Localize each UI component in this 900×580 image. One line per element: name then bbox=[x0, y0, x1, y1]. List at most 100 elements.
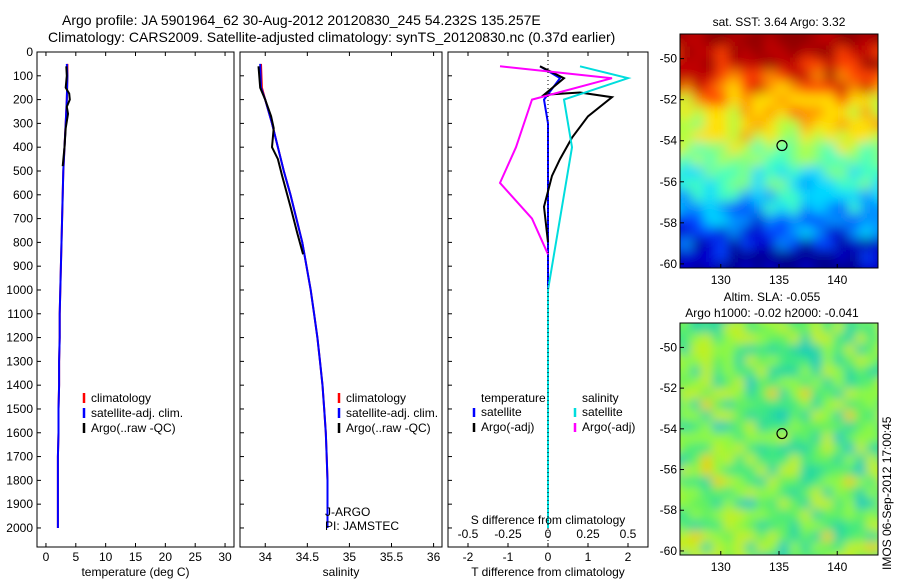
sla-cell bbox=[701, 498, 713, 510]
sst-cell bbox=[692, 106, 705, 119]
sst-cell bbox=[680, 118, 693, 131]
sst-cell bbox=[716, 118, 729, 131]
sst-cell bbox=[812, 46, 825, 59]
sla-cell bbox=[756, 344, 768, 356]
sla-cell bbox=[680, 553, 691, 555]
sla-cell bbox=[855, 542, 867, 554]
sla-cell bbox=[800, 421, 812, 433]
sla-cell bbox=[680, 498, 691, 510]
sst-cell bbox=[704, 166, 717, 179]
sst-cell bbox=[728, 190, 741, 203]
sst-cell bbox=[860, 58, 873, 71]
sst-cell bbox=[788, 226, 801, 239]
y-tick-label: -58 bbox=[660, 503, 678, 517]
sla-cell bbox=[866, 443, 878, 455]
sst-cell bbox=[836, 34, 849, 47]
legend-entry: satellite bbox=[481, 405, 522, 419]
y-tick-label: -58 bbox=[660, 216, 678, 230]
sla-cell bbox=[822, 421, 834, 433]
sla-cell bbox=[877, 399, 878, 411]
sst-cell bbox=[764, 190, 777, 203]
sla-cell bbox=[690, 323, 702, 334]
sla-cell bbox=[822, 487, 834, 499]
sla-cell bbox=[680, 465, 691, 477]
sst-cell bbox=[800, 262, 813, 268]
x-axis-label: temperature (deg C) bbox=[81, 565, 189, 579]
sla-cell bbox=[734, 531, 746, 543]
sst-cell bbox=[836, 46, 849, 59]
sla-cell bbox=[866, 498, 878, 510]
sst-cell bbox=[728, 58, 741, 71]
sst-cell bbox=[812, 142, 825, 155]
sla-cell bbox=[800, 323, 812, 334]
x-tick-label: 35.5 bbox=[380, 550, 404, 564]
sla-cell bbox=[877, 344, 878, 356]
sst-cell bbox=[872, 46, 878, 59]
x2-tick-label: 0.25 bbox=[576, 527, 600, 541]
sst-cell bbox=[764, 82, 777, 95]
sst-cell bbox=[860, 154, 873, 167]
sst-cell bbox=[788, 94, 801, 107]
sst-cell bbox=[812, 154, 825, 167]
sst-cell bbox=[740, 166, 753, 179]
sla-cell bbox=[844, 432, 856, 444]
sst-cell bbox=[716, 130, 729, 143]
sla-cell bbox=[745, 333, 757, 345]
sla-cell bbox=[866, 487, 878, 499]
sla-cell bbox=[668, 322, 680, 334]
sla-cell bbox=[690, 564, 702, 576]
y-tick-label: 500 bbox=[13, 164, 33, 178]
sst-cell bbox=[884, 22, 897, 35]
sst-cell bbox=[860, 94, 873, 107]
sst-cell bbox=[800, 82, 813, 95]
sla-cell bbox=[701, 333, 713, 345]
sla-cell bbox=[701, 553, 713, 555]
sst-cell bbox=[776, 70, 789, 83]
sst-cell bbox=[836, 118, 849, 131]
sla-cell bbox=[712, 432, 724, 444]
sla-cell bbox=[877, 355, 878, 367]
sla-cell bbox=[789, 388, 801, 400]
sst-cell bbox=[764, 58, 777, 71]
sst-cell bbox=[824, 130, 837, 143]
sla-cell bbox=[800, 333, 812, 345]
sla-cell bbox=[778, 531, 790, 543]
sla-cell bbox=[767, 323, 779, 334]
sla-cell bbox=[690, 333, 702, 345]
sst-cell bbox=[764, 214, 777, 227]
sla-cell bbox=[866, 388, 878, 400]
sla-cell bbox=[668, 443, 680, 455]
sst-cell bbox=[764, 46, 777, 59]
sst-cell bbox=[800, 178, 813, 191]
sst-cell bbox=[800, 94, 813, 107]
y-tick-label: -50 bbox=[660, 340, 678, 354]
sla-cell bbox=[756, 421, 768, 433]
sla-cell bbox=[680, 531, 691, 543]
annotation-pi: PI: JAMSTEC bbox=[325, 519, 399, 533]
legend-entry: climatology bbox=[91, 391, 151, 405]
sla-cell bbox=[778, 476, 790, 488]
sst-cell bbox=[860, 166, 873, 179]
sst-cell bbox=[776, 82, 789, 95]
y-tick-label: 1700 bbox=[6, 450, 33, 464]
sst-cell bbox=[824, 166, 837, 179]
sla-cell bbox=[701, 465, 713, 477]
sla-cell bbox=[811, 421, 823, 433]
sla-cell bbox=[844, 421, 856, 433]
sst-cell bbox=[848, 166, 861, 179]
sla-cell bbox=[712, 487, 724, 499]
sla-cell bbox=[789, 443, 801, 455]
sla-cell bbox=[734, 410, 746, 422]
sst-cell bbox=[836, 106, 849, 119]
sla-cell bbox=[855, 487, 867, 499]
sla-cell bbox=[844, 388, 856, 400]
sla-cell bbox=[668, 531, 680, 543]
sst-cell bbox=[776, 262, 789, 268]
legend-entry: Argo(..raw -QC) bbox=[91, 421, 176, 435]
y-tick-label: -60 bbox=[660, 544, 678, 558]
legend-entry: satellite-adj. clim. bbox=[91, 406, 183, 420]
sla-cell bbox=[811, 443, 823, 455]
sst-cell bbox=[836, 166, 849, 179]
sla-cell bbox=[734, 344, 746, 356]
sst-cell bbox=[860, 250, 873, 263]
